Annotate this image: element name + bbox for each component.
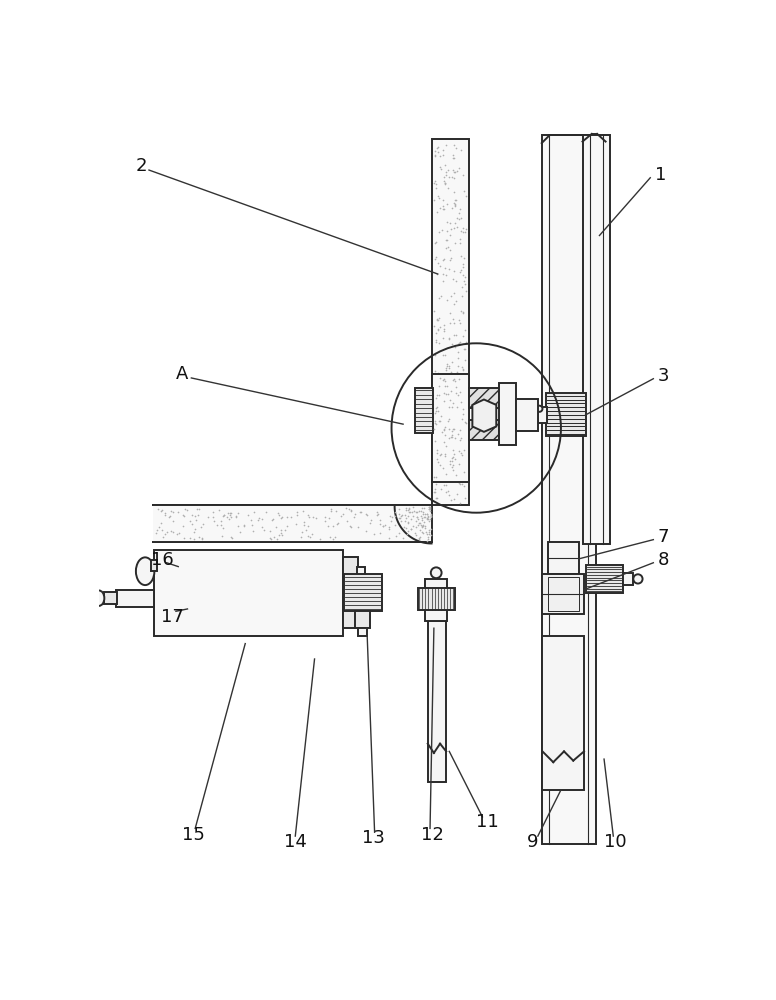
Bar — [116, 590, 154, 607]
Bar — [499, 383, 516, 445]
Circle shape — [633, 574, 643, 584]
Bar — [469, 420, 499, 440]
Circle shape — [536, 406, 542, 412]
Bar — [355, 611, 370, 628]
Text: 7: 7 — [658, 528, 670, 546]
Bar — [431, 374, 469, 482]
Text: 17: 17 — [161, 608, 183, 626]
Bar — [154, 550, 343, 636]
Bar — [357, 567, 365, 619]
Bar — [151, 560, 158, 571]
Bar — [344, 574, 383, 611]
Bar — [548, 542, 579, 574]
Bar — [586, 565, 622, 593]
Text: 14: 14 — [284, 833, 307, 851]
Bar — [542, 135, 596, 844]
Text: 11: 11 — [476, 813, 499, 831]
Polygon shape — [473, 400, 497, 432]
Bar — [542, 574, 584, 614]
Bar — [546, 393, 586, 436]
Bar — [343, 557, 359, 628]
Bar — [417, 588, 455, 610]
Bar — [583, 135, 610, 544]
Text: 10: 10 — [604, 833, 627, 851]
Bar — [414, 388, 433, 433]
Bar — [542, 636, 584, 790]
Bar — [538, 407, 547, 423]
Text: 8: 8 — [658, 551, 670, 569]
Text: A: A — [176, 365, 189, 383]
Circle shape — [431, 567, 442, 578]
Text: 1: 1 — [655, 166, 667, 184]
Bar — [358, 628, 367, 636]
Bar — [103, 592, 117, 604]
Text: 12: 12 — [421, 826, 444, 844]
Text: 16: 16 — [151, 551, 174, 569]
Text: 9: 9 — [527, 833, 539, 851]
Bar — [153, 505, 431, 542]
Bar — [622, 573, 633, 585]
Bar — [431, 139, 469, 505]
Bar — [516, 399, 538, 431]
Bar — [548, 577, 579, 611]
Ellipse shape — [94, 590, 104, 606]
Bar — [469, 388, 499, 408]
Bar — [425, 579, 447, 620]
Text: 3: 3 — [658, 367, 670, 385]
Text: 2: 2 — [136, 157, 147, 175]
Text: 15: 15 — [182, 826, 205, 844]
Text: 13: 13 — [362, 829, 385, 847]
Bar — [428, 620, 446, 782]
Ellipse shape — [136, 557, 154, 585]
